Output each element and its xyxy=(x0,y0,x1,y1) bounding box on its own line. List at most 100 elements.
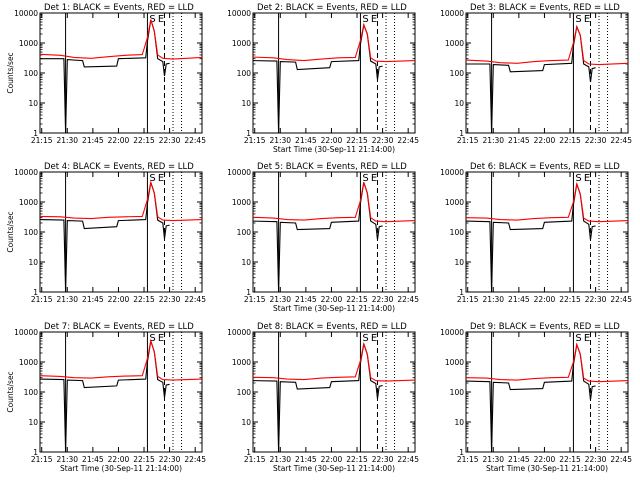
marker-label-E: E xyxy=(584,14,590,25)
series-line-events xyxy=(252,343,383,453)
series-line-lld xyxy=(252,182,416,223)
x-tick-label: 22:45 xyxy=(610,295,632,304)
y-tick-label: 1 xyxy=(33,448,38,457)
y-tick-label: 10000 xyxy=(440,9,464,18)
x-tick-label: 21:45 xyxy=(295,455,317,464)
chart-panel-2: Det 2: BLACK = Events, RED = LLD 1 10 100 10… xyxy=(227,3,419,154)
x-tick-label: 21:30 xyxy=(269,455,291,464)
series-line-lld xyxy=(39,338,203,381)
marker-label-S: S xyxy=(149,173,155,184)
x-tick-label: 21:15 xyxy=(457,136,479,145)
x-tick-label: 21:30 xyxy=(482,136,504,145)
y-tick-label: 10 xyxy=(454,258,464,267)
x-tick-label: 21:30 xyxy=(56,136,78,145)
x-tick-label: 22:15 xyxy=(559,295,581,304)
chart-panel-4: Det 4: BLACK = Events, RED = LLD 1 10 100 10… xyxy=(6,162,206,304)
chart-title: Det 9: BLACK = Events, RED = LLD xyxy=(470,322,620,332)
y-tick-label: 10000 xyxy=(227,328,251,337)
x-tick-label: 21:30 xyxy=(269,136,291,145)
y-tick-label: 1 xyxy=(246,288,251,297)
y-tick-label: 10 xyxy=(28,418,38,427)
series-line-lld xyxy=(465,24,629,66)
y-tick-label: 10 xyxy=(241,418,251,427)
y-axis-label: Counts/sec xyxy=(6,52,15,93)
marker-label-S: S xyxy=(149,333,155,344)
x-tick-label: 22:45 xyxy=(184,295,206,304)
x-tick-label: 21:15 xyxy=(31,136,53,145)
marker-label-S: S xyxy=(575,173,581,184)
y-tick-label: 100 xyxy=(24,228,39,237)
x-tick-label: 22:00 xyxy=(321,295,343,304)
x-tick-label: 21:45 xyxy=(82,455,104,464)
x-tick-label: 22:45 xyxy=(397,455,419,464)
chart-title: Det 3: BLACK = Events, RED = LLD xyxy=(470,3,620,13)
x-tick-label: 21:15 xyxy=(244,136,266,145)
series-line-events xyxy=(39,340,170,453)
x-axis-label: Start Time (30-Sep-11 21:14:00) xyxy=(273,464,395,473)
y-tick-label: 1 xyxy=(246,448,251,457)
chart-title: Det 1: BLACK = Events, RED = LLD xyxy=(44,3,194,13)
x-tick-label: 22:00 xyxy=(108,136,130,145)
marker-label-E: E xyxy=(371,173,377,184)
marker-label-E: E xyxy=(371,14,377,25)
y-tick-label: 10000 xyxy=(227,168,251,177)
series-line-events xyxy=(39,182,170,293)
y-tick-label: 1000 xyxy=(445,39,464,48)
series-line-lld xyxy=(465,342,629,383)
y-tick-label: 1000 xyxy=(445,358,464,367)
marker-label-E: E xyxy=(371,333,377,344)
marker-label-E: E xyxy=(584,333,590,344)
series-line-events xyxy=(40,19,170,134)
series-line-events xyxy=(252,22,383,134)
x-tick-label: 21:45 xyxy=(295,295,317,304)
x-tick-label: 22:15 xyxy=(346,295,368,304)
x-tick-label: 21:30 xyxy=(269,295,291,304)
series-line-lld xyxy=(39,19,203,60)
y-axis-label: Counts/sec xyxy=(6,211,15,252)
y-tick-label: 1000 xyxy=(232,39,251,48)
x-tick-label: 22:30 xyxy=(372,455,394,464)
series-line-lld xyxy=(39,180,203,222)
y-tick-label: 1000 xyxy=(232,358,251,367)
y-tick-label: 10 xyxy=(454,99,464,108)
series-line-lld xyxy=(252,341,416,382)
chart-title: Det 7: BLACK = Events, RED = LLD xyxy=(44,322,194,332)
series-line-events xyxy=(466,24,596,134)
x-axis-label: Start Time (30-Sep-11 21:14:00) xyxy=(486,464,608,473)
chart-title: Det 2: BLACK = Events, RED = LLD xyxy=(257,3,407,13)
y-axis-label: Counts/sec xyxy=(6,371,15,412)
x-tick-label: 21:45 xyxy=(508,136,530,145)
y-tick-label: 10000 xyxy=(227,9,251,18)
series-line-events xyxy=(465,183,596,293)
x-tick-label: 21:30 xyxy=(56,295,78,304)
x-tick-label: 22:45 xyxy=(610,136,632,145)
x-tick-label: 21:30 xyxy=(56,455,78,464)
chart-panel-5: Det 5: BLACK = Events, RED = LLD 1 10 100 10… xyxy=(227,162,419,313)
y-tick-label: 1 xyxy=(459,288,464,297)
y-tick-label: 100 xyxy=(450,228,465,237)
x-tick-label: 21:45 xyxy=(82,136,104,145)
y-tick-label: 1 xyxy=(246,129,251,138)
y-tick-label: 10 xyxy=(454,418,464,427)
chart-panel-1: Det 1: BLACK = Events, RED = LLD 1 10 100 10… xyxy=(6,3,206,145)
marker-label-S: S xyxy=(362,14,368,25)
marker-label-S: S xyxy=(149,14,155,25)
y-tick-label: 1 xyxy=(459,448,464,457)
y-tick-label: 1 xyxy=(33,288,38,297)
x-tick-label: 22:15 xyxy=(559,455,581,464)
y-tick-label: 100 xyxy=(237,388,252,397)
y-tick-label: 100 xyxy=(237,69,252,78)
marker-label-S: S xyxy=(575,333,581,344)
y-tick-label: 10000 xyxy=(14,9,38,18)
y-tick-label: 10 xyxy=(28,99,38,108)
x-axis-label: Start Time (30-Sep-11 21:14:00) xyxy=(60,464,182,473)
chart-title: Det 4: BLACK = Events, RED = LLD xyxy=(44,162,194,172)
x-tick-label: 21:15 xyxy=(457,455,479,464)
x-axis-label: Start Time (30-Sep-11 21:14:00) xyxy=(273,145,395,154)
x-tick-label: 22:45 xyxy=(397,295,419,304)
x-axis-label: Start Time (30-Sep-11 21:14:00) xyxy=(273,304,395,313)
x-tick-label: 22:15 xyxy=(559,136,581,145)
chart-panel-8: Det 8: BLACK = Events, RED = LLD 1 10 100 10… xyxy=(227,322,419,473)
y-tick-label: 100 xyxy=(24,69,39,78)
